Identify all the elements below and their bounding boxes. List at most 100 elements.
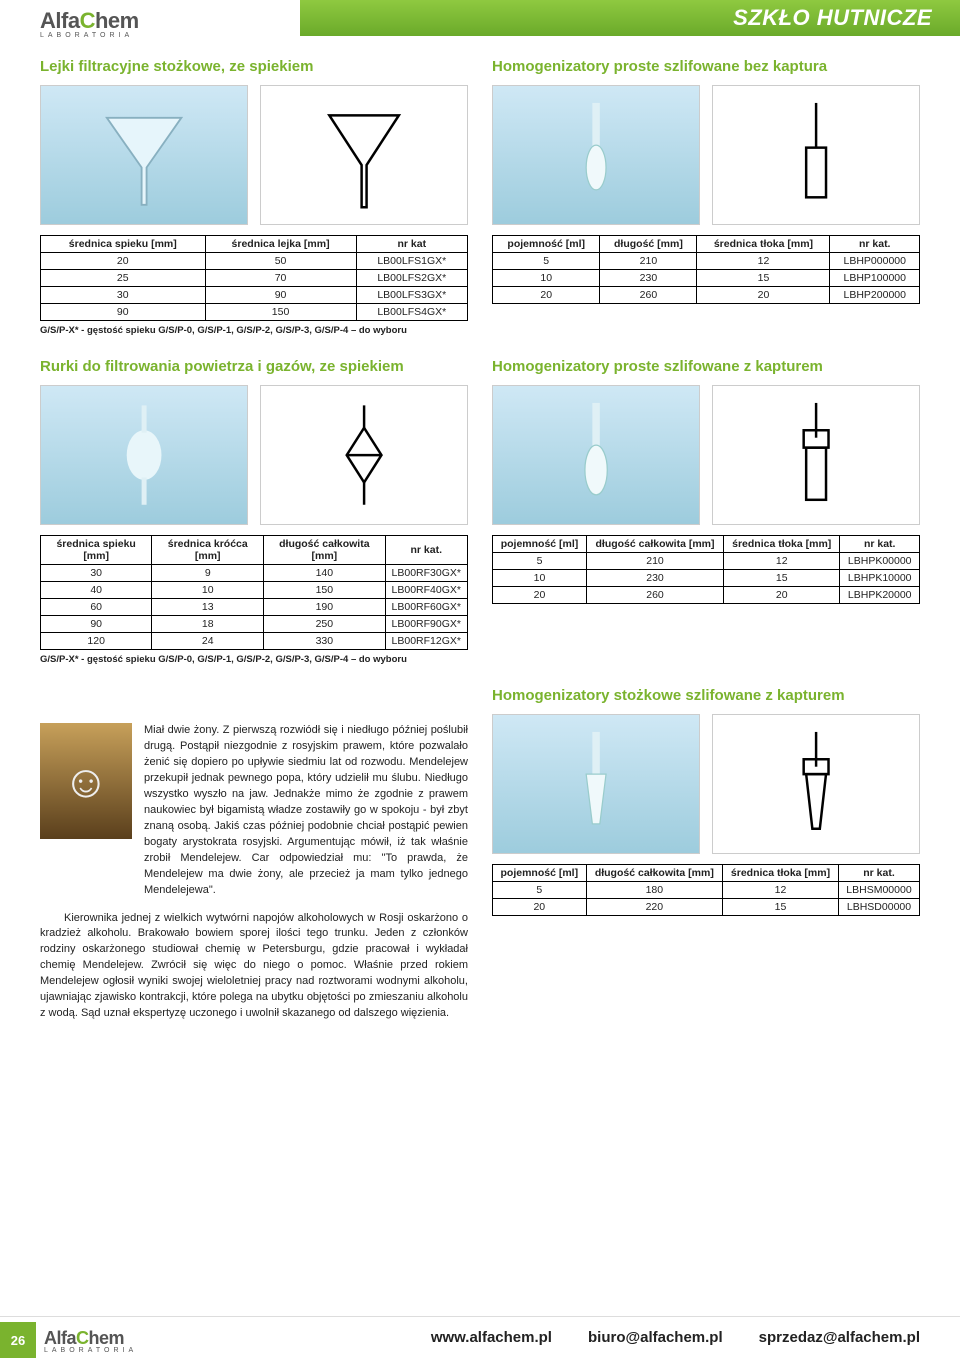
table-body: 521012LBHPK000001023015LBHPK100002026020… [493,553,920,604]
tube-photo-icon [82,393,206,517]
table-cell: 230 [600,270,697,287]
homogenizer-photo-icon [534,93,658,217]
table-cell: 12 [697,253,830,270]
portrait-image: ☺ [40,723,132,839]
product-drawing-homog2 [712,385,920,525]
footer-logo-sub: LABORATORIA [44,1347,137,1354]
table-header: średnica króćca [mm] [152,536,264,565]
footer-url: www.alfachem.pl [431,1329,552,1346]
table-cell: 220 [586,899,722,916]
table-cell: 12 [724,553,840,570]
product-drawing-homog3 [712,714,920,854]
table-cell: 90 [41,616,152,633]
footer-logo: AlfaChem LABORATORIA [44,1328,137,1354]
product-photo-funnel [40,85,248,225]
story-paragraph-2: Kierownika jednej z wielkich wytwórni na… [40,911,468,1023]
table-header: nr kat. [840,536,920,553]
table-header: nr kat. [838,865,919,882]
table-cell: 90 [205,287,356,304]
table-cell: 10 [493,270,600,287]
table-header: pojemność [ml] [493,236,600,253]
product-drawing-tube [260,385,468,525]
table-cell: 9 [152,565,264,582]
table-row: 12024330LB00RF12GX* [41,633,468,650]
table-header: długość [mm] [600,236,697,253]
table-header: średnica tłoka [mm] [723,865,839,882]
product-photo-homog3 [492,714,700,854]
table-header: średnica spieku [mm] [41,536,152,565]
funnel-photo-icon [82,93,206,217]
table-body: 309140LB00RF30GX*4010150LB00RF40GX*60131… [41,565,468,650]
table-header: nr kat. [385,536,467,565]
table-body: 2050LB00LFS1GX*2570LB00LFS2GX*3090LB00LF… [41,253,468,321]
table-homog2: pojemność [ml] długość całkowita [mm] śr… [492,535,920,604]
table-row: 2026020LBHP200000 [493,287,920,304]
table-row: 2570LB00LFS2GX* [41,270,468,287]
image-row-tubes [40,385,468,525]
table-cell: 20 [493,899,587,916]
footer-email-2: sprzedaz@alfachem.pl [759,1329,920,1346]
table-row: 6013190LB00RF60GX* [41,599,468,616]
table-body: 518012LBHSM000002022015LBHSD00000 [493,882,920,916]
table-cell: 20 [493,587,587,604]
table-cell: 5 [493,253,600,270]
table-cell: 30 [41,287,206,304]
table-cell: LB00LFS2GX* [356,270,467,287]
product-photo-tube [40,385,248,525]
table-cell: 15 [697,270,830,287]
table-cell: 140 [264,565,385,582]
table-cell: 260 [587,587,724,604]
homogenizer3-photo-icon [534,722,658,846]
table-cell: 24 [152,633,264,650]
table-cell: 15 [723,899,839,916]
table-funnels: średnica spieku [mm] średnica lejka [mm]… [40,235,468,321]
image-row-homog2 [492,385,920,525]
table-cell: 330 [264,633,385,650]
table-cell: LBHP200000 [830,287,920,304]
table-cell: 50 [205,253,356,270]
table-header: pojemność [ml] [493,865,587,882]
table-cell: 20 [493,287,600,304]
table-body: 521012LBHP0000001023015LBHP1000002026020… [493,253,920,304]
section-title-homog3: Homogenizatory stożkowe szlifowane z kap… [492,687,920,704]
footer-logo-rest: hem [89,1328,125,1348]
section-title-tubes: Rurki do filtrowania powietrza i gazów, … [40,358,468,375]
table-cell: LB00LFS4GX* [356,304,467,321]
table-header: średnica tłoka [mm] [724,536,840,553]
table-cell: 210 [587,553,724,570]
table-row: 1023015LBHPK10000 [493,570,920,587]
table-cell: 30 [41,565,152,582]
table-header: długość całkowita [mm] [587,536,724,553]
banner-green: SZKŁO HUTNICZE [300,0,960,36]
top-banner: AlfaChem LABORATORIA SZKŁO HUTNICZE [0,0,960,36]
section-title-funnels: Lejki filtracyjne stożkowe, ze spiekiem [40,58,468,75]
table-row: 3090LB00LFS3GX* [41,287,468,304]
table-cell: LBHP100000 [830,270,920,287]
logo-text-c: C [80,8,95,33]
table-cell: 25 [41,270,206,287]
table-cell: 40 [41,582,152,599]
table-row: 521012LBHPK00000 [493,553,920,570]
table-cell: LB00RF60GX* [385,599,467,616]
table-header: średnica lejka [mm] [205,236,356,253]
table-cell: LB00LFS1GX* [356,253,467,270]
table-cell: LB00RF40GX* [385,582,467,599]
table-cell: LB00RF12GX* [385,633,467,650]
footer-logo-c: C [76,1328,89,1348]
table-row: 518012LBHSM00000 [493,882,920,899]
homogenizer2-drawing-icon [754,393,878,517]
table-cell: 10 [493,570,587,587]
table-header: długość całkowita [mm] [264,536,385,565]
table-cell: LBHPK10000 [840,570,920,587]
table-row: 90150LB00LFS4GX* [41,304,468,321]
table-cell: 250 [264,616,385,633]
product-photo-homog2 [492,385,700,525]
table-cell: 20 [724,587,840,604]
table-cell: LBHPK00000 [840,553,920,570]
logo-text-a: Alfa [40,8,80,33]
image-row-homog3 [492,714,920,854]
table-header: pojemność [ml] [493,536,587,553]
product-drawing-funnel [260,85,468,225]
table-cell: 5 [493,882,587,899]
footnote: G/S/P-X* - gęstość spieku G/S/P-0, G/S/P… [40,654,468,665]
